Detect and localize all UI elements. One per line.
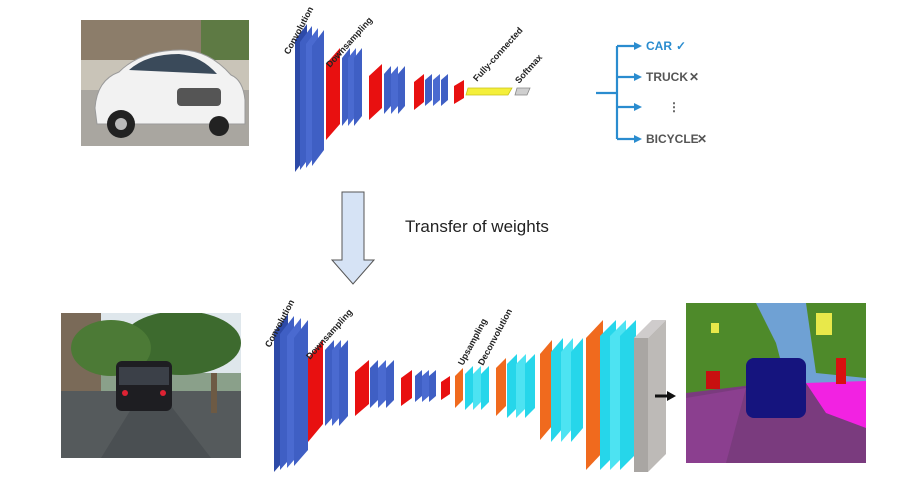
right-arrow-icon <box>655 391 676 401</box>
downsample-block-4 <box>454 80 464 104</box>
down-arrow-icon <box>330 191 376 285</box>
output-ellipsis: ⋮ <box>668 100 680 114</box>
output-truck-label: TRUCK <box>646 70 688 84</box>
check-icon: ✓ <box>676 39 686 53</box>
cross-icon: ✕ <box>689 70 699 84</box>
input-street-photo <box>61 313 241 458</box>
seg-deconv-block-1 <box>465 366 489 410</box>
cross-icon: ✕ <box>697 132 707 146</box>
seg-conv-block-1 <box>274 314 308 472</box>
seg-conv-block-2 <box>325 340 348 426</box>
seg-upsample-block-4 <box>586 320 603 470</box>
seg-deconv-block-2 <box>507 354 535 418</box>
label-deconvolution: Deconvolution <box>476 307 514 367</box>
segmentation-output-image <box>686 303 866 463</box>
seg-deconv-block-3 <box>551 338 583 442</box>
input-car-photo <box>81 20 249 146</box>
conv-block-1 <box>295 24 324 172</box>
seg-downsample-block-4 <box>441 376 450 400</box>
classifier-tree <box>596 42 642 143</box>
seg-upsample-block-3 <box>540 340 552 440</box>
downsample-block-2 <box>369 64 382 120</box>
seg-conv-block-3 <box>370 360 394 408</box>
seg-conv-block-4 <box>415 370 436 402</box>
seg-deconv-block-4 <box>600 320 636 470</box>
softmax-block <box>514 87 531 96</box>
output-bicycle-label: BICYCLE <box>646 132 699 146</box>
conv-block-2 <box>342 48 362 126</box>
output-car-label: CAR <box>646 39 672 53</box>
downsample-block-3 <box>414 74 424 110</box>
seg-upsample-block-2 <box>496 358 506 416</box>
conv-block-3 <box>384 66 405 114</box>
seg-downsample-block-2 <box>355 360 369 416</box>
transfer-of-weights-label: Transfer of weights <box>405 217 549 236</box>
seg-upsample-block-1 <box>455 368 463 408</box>
seg-downsample-block-1 <box>308 340 323 442</box>
fully-connected-block <box>465 87 513 96</box>
seg-downsample-block-3 <box>401 370 412 406</box>
label-softmax: Softmax <box>513 52 544 85</box>
downsample-block-1 <box>326 48 340 140</box>
conv-block-4 <box>425 74 448 106</box>
